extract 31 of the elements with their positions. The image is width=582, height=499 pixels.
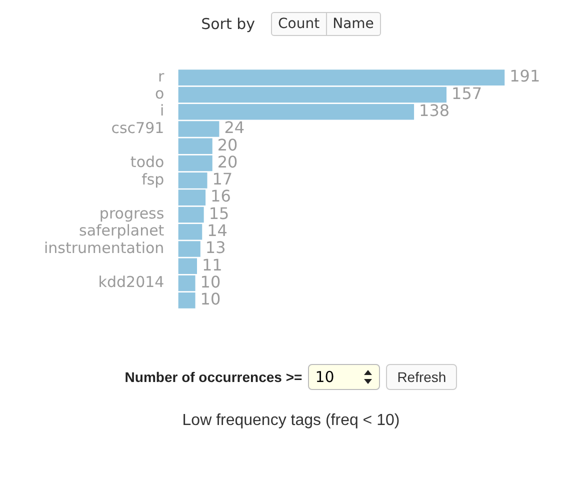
y-tick-label: o bbox=[155, 84, 164, 103]
text: 10 bbox=[315, 368, 334, 386]
data-label: 157 bbox=[452, 84, 482, 103]
data-label: 20 bbox=[217, 152, 238, 172]
data-label: 138 bbox=[419, 101, 450, 120]
y-tick-label: saferplanet bbox=[79, 222, 164, 240]
data-label: 10 bbox=[200, 272, 221, 292]
y-tick-label: fsp bbox=[142, 170, 164, 188]
data-label: 20 bbox=[217, 135, 238, 154]
y-tick-label: instrumentation bbox=[44, 238, 164, 257]
data-label: 24 bbox=[224, 118, 245, 138]
data-label: 11 bbox=[202, 255, 222, 274]
data-label: 13 bbox=[205, 238, 226, 258]
data-label: 17 bbox=[212, 170, 233, 189]
text: Number of occurrences >= bbox=[124, 369, 302, 385]
y-tick-label: todo bbox=[130, 153, 164, 172]
text: Low frequency tags (freq < 10) bbox=[181, 412, 401, 430]
text: Count bbox=[271, 12, 327, 36]
y-tick-label: progress bbox=[99, 204, 164, 223]
data-label: 191 bbox=[510, 66, 540, 86]
y-tick-label: r bbox=[158, 67, 166, 86]
text: Sort by bbox=[201, 15, 256, 33]
y-tick-label: csc791 bbox=[111, 118, 164, 137]
y-tick-label: kdd2014 bbox=[98, 273, 164, 292]
data-label: 10 bbox=[200, 290, 221, 309]
y-tick-label: i bbox=[160, 102, 164, 120]
data-label: 15 bbox=[208, 204, 230, 223]
text: Refresh bbox=[386, 364, 458, 390]
text: Name bbox=[326, 12, 381, 36]
data-label: 16 bbox=[210, 186, 231, 206]
data-label: 14 bbox=[207, 221, 228, 240]
